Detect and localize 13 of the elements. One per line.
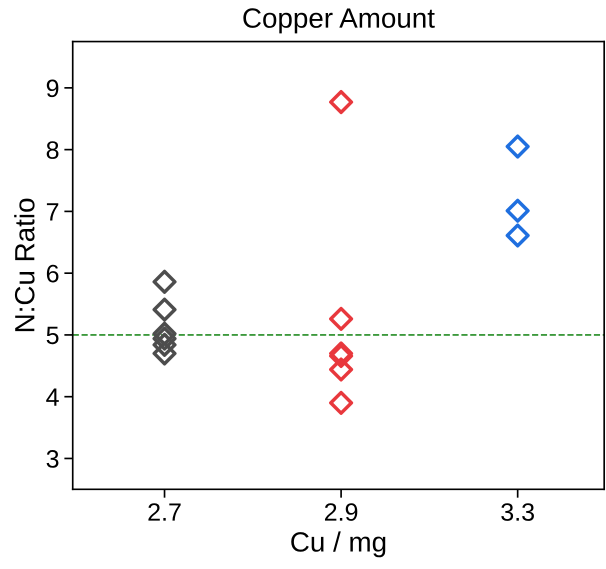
x-axis-title: Cu / mg	[291, 531, 386, 558]
y-tick-label: 7	[46, 203, 58, 220]
x-tick-label: 2.9	[324, 503, 358, 521]
y-tick-label: 5	[46, 326, 58, 344]
x-tick-label: 3.3	[501, 503, 534, 521]
y-axis-title: N:Cu Ratio	[14, 198, 35, 332]
chart-title: Copper Amount	[243, 8, 435, 34]
y-tick-label: 9	[46, 79, 58, 98]
y-tick-label: 8	[46, 141, 58, 159]
y-tick-label: 3	[46, 450, 58, 468]
y-tick-label: 4	[46, 388, 59, 406]
x-tick-label: 2.7	[148, 503, 181, 521]
y-tick-label: 6	[46, 264, 58, 282]
